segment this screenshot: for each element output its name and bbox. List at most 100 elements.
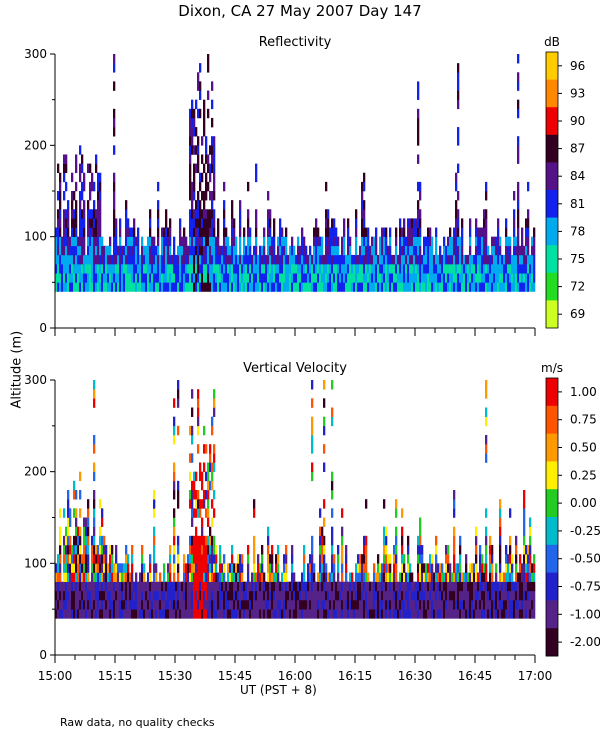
heatmap-cell bbox=[243, 282, 246, 292]
heatmap-cell bbox=[315, 282, 318, 292]
heatmap-cell bbox=[275, 572, 278, 582]
heatmap-cell bbox=[519, 563, 522, 573]
heatmap-cell bbox=[181, 282, 184, 292]
heatmap-cell bbox=[331, 380, 334, 390]
heatmap-cell bbox=[179, 227, 182, 237]
heatmap-cell bbox=[237, 264, 240, 274]
heatmap-cell bbox=[525, 254, 528, 265]
heatmap-cell bbox=[365, 264, 368, 274]
heatmap-cell bbox=[121, 600, 124, 610]
heatmap-cell bbox=[99, 227, 102, 237]
heatmap-cell bbox=[229, 254, 232, 265]
heatmap-cell bbox=[205, 209, 208, 219]
heatmap-cell bbox=[485, 609, 488, 619]
heatmap-cell bbox=[191, 425, 194, 436]
heatmap-cell bbox=[363, 572, 366, 582]
heatmap-cell bbox=[85, 545, 88, 555]
heatmap-cell bbox=[259, 254, 262, 265]
heatmap-cell bbox=[209, 254, 212, 265]
heatmap-cell bbox=[439, 600, 442, 610]
heatmap-cell bbox=[143, 264, 146, 274]
heatmap-cell bbox=[519, 245, 522, 256]
heatmap-cell bbox=[463, 264, 466, 274]
panel-title: Vertical Velocity bbox=[243, 361, 347, 376]
heatmap-cell bbox=[201, 554, 204, 564]
heatmap-cell bbox=[123, 572, 126, 582]
heatmap-cell bbox=[71, 600, 74, 610]
heatmap-cell bbox=[425, 581, 428, 592]
heatmap-cell bbox=[245, 282, 248, 292]
heatmap-cell bbox=[507, 572, 510, 582]
heatmap-cell bbox=[205, 282, 208, 292]
heatmap-cell bbox=[109, 581, 112, 592]
heatmap-cell bbox=[447, 545, 450, 555]
heatmap-cell bbox=[197, 563, 200, 573]
heatmap-cell bbox=[177, 480, 180, 491]
heatmap-cell bbox=[159, 600, 162, 610]
heatmap-cell bbox=[337, 245, 340, 256]
heatmap-cell bbox=[401, 581, 404, 592]
heatmap-cell bbox=[197, 535, 200, 546]
heatmap-cell bbox=[421, 254, 424, 265]
heatmap-cell bbox=[427, 609, 430, 619]
heatmap-cell bbox=[91, 581, 94, 592]
heatmap-cell bbox=[463, 609, 466, 619]
heatmap-cell bbox=[493, 236, 496, 247]
heatmap-cell bbox=[327, 254, 330, 265]
heatmap-cell bbox=[279, 245, 282, 256]
heatmap-cell bbox=[505, 572, 508, 582]
heatmap-cell bbox=[409, 264, 412, 274]
heatmap-cell bbox=[197, 600, 200, 610]
heatmap-cell bbox=[137, 581, 140, 592]
heatmap-cell bbox=[225, 227, 228, 237]
heatmap-cell bbox=[271, 545, 274, 555]
heatmap-cell bbox=[455, 181, 458, 192]
heatmap-cell bbox=[335, 254, 338, 265]
heatmap-cell bbox=[389, 581, 392, 592]
heatmap-cell bbox=[447, 245, 450, 256]
heatmap-cell bbox=[363, 600, 366, 610]
heatmap-cell bbox=[89, 191, 92, 201]
heatmap-cell bbox=[459, 535, 462, 546]
heatmap-cell bbox=[113, 145, 116, 155]
heatmap-cell bbox=[479, 563, 482, 573]
heatmap-cell bbox=[63, 590, 66, 601]
heatmap-cell bbox=[461, 254, 464, 265]
heatmap-cell bbox=[89, 609, 92, 619]
heatmap-cell bbox=[221, 245, 224, 256]
heatmap-cell bbox=[79, 590, 82, 601]
heatmap-cell bbox=[253, 554, 256, 564]
heatmap-cell bbox=[533, 554, 536, 564]
heatmap-cell bbox=[123, 282, 126, 292]
heatmap-cell bbox=[93, 236, 96, 247]
heatmap-cell bbox=[293, 590, 296, 601]
heatmap-cell bbox=[97, 236, 100, 247]
heatmap-cell bbox=[277, 282, 280, 292]
heatmap-cell bbox=[207, 471, 210, 482]
x-tick-label: 16:30 bbox=[398, 669, 433, 683]
heatmap-cell bbox=[427, 245, 430, 256]
heatmap-cell bbox=[205, 508, 208, 518]
heatmap-cell bbox=[303, 264, 306, 274]
heatmap-cell bbox=[523, 254, 526, 265]
heatmap-cell bbox=[175, 264, 178, 274]
heatmap-cell bbox=[461, 572, 464, 582]
heatmap-cell bbox=[71, 264, 74, 274]
colorbar-segment bbox=[546, 461, 558, 490]
heatmap-cell bbox=[123, 264, 126, 274]
heatmap-cell bbox=[251, 600, 254, 610]
heatmap-cell bbox=[175, 581, 178, 592]
heatmap-cell bbox=[471, 581, 474, 592]
heatmap-cell bbox=[513, 273, 516, 283]
heatmap-cell bbox=[277, 563, 280, 573]
heatmap-cell bbox=[211, 590, 214, 601]
heatmap-cell bbox=[473, 273, 476, 283]
heatmap-cell bbox=[441, 572, 444, 582]
heatmap-cell bbox=[437, 563, 440, 573]
heatmap-cell bbox=[157, 227, 160, 237]
x-tick-label: 15:00 bbox=[38, 669, 73, 683]
heatmap-cell bbox=[149, 609, 152, 619]
heatmap-cell bbox=[335, 282, 338, 292]
heatmap-cell bbox=[519, 609, 522, 619]
heatmap-cell bbox=[517, 209, 520, 219]
